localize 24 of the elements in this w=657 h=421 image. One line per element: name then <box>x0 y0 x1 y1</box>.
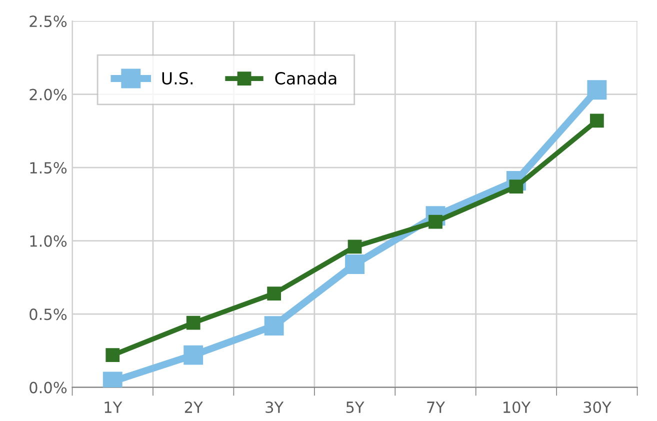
y-tick-label: 1.5% <box>30 162 67 174</box>
point <box>106 348 120 362</box>
y-tick-label: 0.5% <box>30 308 67 320</box>
point <box>267 286 282 300</box>
y-tick-label: 0.0% <box>30 382 67 394</box>
point <box>348 240 362 254</box>
point <box>184 345 204 365</box>
x-tick-label: 5Y <box>346 402 364 414</box>
x-tick-label: 7Y <box>427 402 446 413</box>
x-tick-label: 3Y <box>266 401 284 414</box>
legend-label: U.S. <box>162 72 192 85</box>
legend-label: Canada <box>275 72 336 85</box>
x-tick-label: 10Y <box>504 401 531 414</box>
x-tick-label: 30Y <box>584 401 612 414</box>
point <box>587 80 607 100</box>
x-tick-label: 2Y <box>184 401 203 413</box>
y-tick-label: 2.0% <box>30 88 67 100</box>
point <box>264 316 284 336</box>
y-tick-label: 2.5% <box>30 16 67 28</box>
point <box>186 316 200 330</box>
x-tick-label: 1Y <box>104 402 122 413</box>
point <box>345 254 365 274</box>
y-tick-label: 1.0% <box>30 235 67 247</box>
point <box>590 114 604 128</box>
